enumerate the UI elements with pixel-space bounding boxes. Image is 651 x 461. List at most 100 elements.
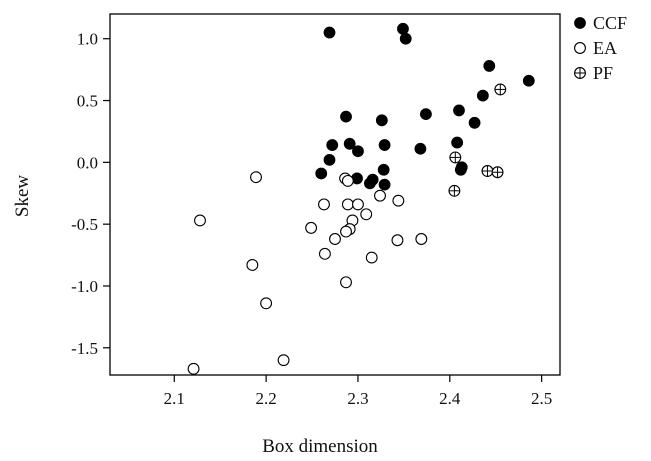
- x-tick-label: 2.3: [347, 389, 368, 408]
- data-point-ccf: [399, 32, 412, 45]
- series-ea: [187, 171, 428, 375]
- marker-shape: [522, 74, 535, 87]
- marker-shape: [250, 171, 262, 184]
- legend-marker: [574, 42, 586, 54]
- marker-shape: [315, 167, 328, 180]
- data-point-ccf: [451, 136, 464, 149]
- marker-shape: [483, 60, 496, 72]
- data-point-ea: [360, 208, 373, 221]
- marker-shape: [420, 108, 432, 121]
- marker-shape: [323, 153, 336, 166]
- data-point-pf: [494, 83, 507, 96]
- legend-marker: [574, 67, 586, 79]
- data-point-ea: [318, 198, 330, 211]
- data-point-ea: [329, 233, 341, 245]
- data-point-pf: [449, 151, 462, 164]
- data-points: [187, 22, 535, 375]
- data-point-ccf: [326, 139, 339, 151]
- data-point-ccf: [343, 137, 356, 150]
- y-tick-label: 0.0: [77, 153, 98, 172]
- marker-shape: [397, 22, 409, 35]
- marker-shape: [187, 362, 200, 375]
- data-point-ccf: [352, 145, 364, 158]
- data-point-pf: [448, 184, 461, 197]
- y-tick-label: -1.0: [71, 277, 98, 296]
- marker-shape: [391, 234, 404, 247]
- data-point-ccf: [315, 167, 328, 180]
- marker-shape: [414, 142, 427, 155]
- data-point-pf: [481, 165, 494, 177]
- legend-item-ea: EA: [574, 38, 617, 58]
- data-point-ea: [250, 171, 262, 184]
- marker-shape: [341, 198, 354, 211]
- data-point-ea: [341, 198, 354, 211]
- marker-shape: [323, 26, 336, 39]
- data-point-ccf: [397, 22, 409, 35]
- data-point-ea: [277, 354, 290, 367]
- marker-shape: [352, 145, 364, 158]
- data-point-ccf: [420, 108, 432, 121]
- series-pf: [448, 83, 507, 197]
- marker-shape: [326, 139, 339, 151]
- x-tick-label: 2.4: [439, 389, 461, 408]
- data-point-ea: [246, 259, 259, 271]
- marker-shape: [454, 163, 467, 176]
- marker-shape: [378, 178, 391, 191]
- data-point-ea: [392, 194, 405, 207]
- marker-shape: [392, 194, 405, 207]
- data-point-ea: [352, 198, 364, 211]
- data-point-ea: [341, 174, 354, 187]
- y-tick-label: -0.5: [71, 215, 98, 234]
- data-point-ccf: [363, 177, 376, 190]
- marker-shape: [415, 233, 428, 245]
- marker-shape: [468, 116, 481, 129]
- marker-shape: [363, 177, 376, 190]
- marker-shape: [375, 114, 388, 127]
- marker-shape: [360, 208, 373, 221]
- marker-shape: [340, 110, 352, 123]
- data-point-ccf: [375, 114, 388, 127]
- data-point-ea: [318, 247, 331, 260]
- data-point-ccf: [453, 104, 465, 117]
- marker-shape: [451, 136, 464, 149]
- data-point-ea: [415, 233, 428, 245]
- marker-shape: [318, 247, 331, 260]
- data-point-ea: [365, 251, 378, 264]
- legend-label: PF: [593, 63, 613, 83]
- y-axis: -1.5 -1.0 -0.5 0.0 0.5 1.0: [71, 30, 110, 358]
- data-point-ccf: [377, 163, 390, 176]
- x-tick-label: 2.5: [531, 389, 552, 408]
- marker-shape: [194, 214, 206, 227]
- legend-label: EA: [593, 38, 617, 58]
- marker-shape: [318, 198, 330, 211]
- data-point-ea: [374, 189, 386, 202]
- marker-shape: [476, 89, 489, 102]
- legend-item-pf: PF: [574, 63, 613, 83]
- data-point-ccf: [414, 142, 427, 155]
- data-point-ccf: [522, 74, 535, 87]
- data-point-ea: [340, 225, 352, 238]
- legend-item-ccf: CCF: [574, 13, 627, 33]
- data-point-ccf: [378, 178, 391, 191]
- plot-frame: [109, 13, 561, 376]
- legend-marker: [574, 17, 586, 29]
- y-tick-label: 1.0: [77, 30, 98, 49]
- marker-shape: [340, 276, 352, 289]
- marker-shape: [341, 174, 354, 187]
- data-point-ea: [187, 362, 200, 375]
- x-tick-label: 2.1: [164, 389, 185, 408]
- marker-shape: [352, 198, 364, 211]
- marker-shape: [453, 104, 465, 117]
- series-ccf: [315, 22, 535, 191]
- marker-shape: [340, 225, 352, 238]
- marker-shape: [377, 163, 390, 176]
- marker-shape: [277, 354, 290, 367]
- x-axis-title: Box dimension: [262, 436, 378, 457]
- data-point-ea: [391, 234, 404, 247]
- data-point-ccf: [323, 153, 336, 166]
- plot-border: [109, 13, 561, 376]
- marker-shape: [374, 189, 386, 202]
- marker-shape: [305, 221, 318, 234]
- legend: CCF EA PF: [574, 13, 627, 83]
